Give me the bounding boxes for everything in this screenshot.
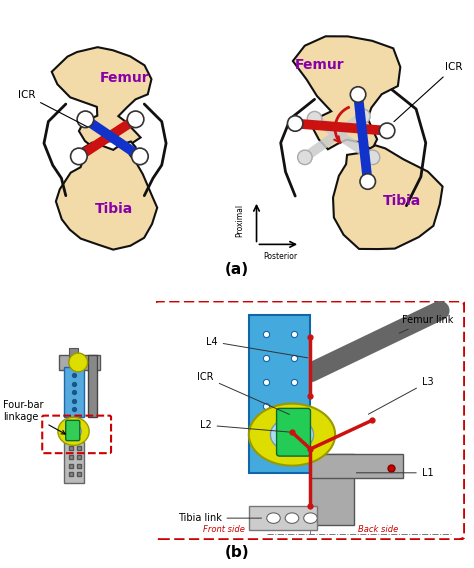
FancyBboxPatch shape bbox=[59, 354, 100, 370]
Text: Femur: Femur bbox=[100, 71, 149, 85]
Circle shape bbox=[307, 111, 322, 126]
Circle shape bbox=[356, 109, 370, 123]
Text: Proximal: Proximal bbox=[235, 204, 244, 237]
FancyBboxPatch shape bbox=[249, 315, 310, 473]
Text: (a): (a) bbox=[225, 262, 249, 277]
Polygon shape bbox=[293, 36, 401, 150]
FancyBboxPatch shape bbox=[277, 408, 310, 456]
Polygon shape bbox=[52, 47, 152, 147]
Circle shape bbox=[360, 174, 375, 189]
FancyBboxPatch shape bbox=[64, 367, 84, 417]
Polygon shape bbox=[56, 141, 157, 249]
FancyBboxPatch shape bbox=[154, 301, 465, 540]
Text: L3: L3 bbox=[368, 377, 433, 414]
Circle shape bbox=[304, 513, 317, 523]
Polygon shape bbox=[69, 353, 88, 372]
Text: Front side: Front side bbox=[203, 525, 245, 534]
Text: ICR: ICR bbox=[18, 90, 87, 127]
Circle shape bbox=[132, 148, 148, 165]
Circle shape bbox=[365, 150, 380, 165]
Circle shape bbox=[77, 111, 94, 128]
Text: Posterior: Posterior bbox=[264, 252, 298, 261]
Circle shape bbox=[285, 513, 299, 523]
Text: L1: L1 bbox=[356, 468, 433, 478]
Text: Tibia: Tibia bbox=[383, 194, 421, 208]
Polygon shape bbox=[66, 424, 82, 438]
Text: Femur link: Femur link bbox=[399, 315, 453, 333]
Text: Back side: Back side bbox=[358, 525, 398, 534]
Circle shape bbox=[298, 150, 312, 165]
FancyBboxPatch shape bbox=[249, 506, 317, 530]
Text: Four-bar
linkage: Four-bar linkage bbox=[3, 400, 65, 434]
FancyBboxPatch shape bbox=[64, 442, 84, 483]
Text: Femur: Femur bbox=[294, 59, 344, 73]
Polygon shape bbox=[58, 417, 89, 445]
Text: L2: L2 bbox=[200, 420, 289, 432]
Polygon shape bbox=[333, 145, 443, 249]
FancyBboxPatch shape bbox=[66, 420, 80, 441]
FancyBboxPatch shape bbox=[310, 454, 354, 525]
Circle shape bbox=[128, 111, 144, 128]
Text: L4: L4 bbox=[206, 337, 308, 358]
Polygon shape bbox=[271, 418, 313, 452]
Circle shape bbox=[287, 116, 303, 131]
Text: Tibia: Tibia bbox=[95, 202, 133, 216]
Text: Tibia link: Tibia link bbox=[178, 513, 262, 523]
Circle shape bbox=[379, 123, 395, 139]
Text: ICR: ICR bbox=[394, 62, 463, 122]
Text: (b): (b) bbox=[225, 545, 249, 559]
Circle shape bbox=[350, 87, 366, 102]
Circle shape bbox=[267, 513, 280, 523]
Polygon shape bbox=[88, 354, 97, 417]
FancyBboxPatch shape bbox=[310, 454, 403, 478]
Polygon shape bbox=[249, 404, 335, 466]
Text: ICR: ICR bbox=[198, 373, 290, 415]
FancyBboxPatch shape bbox=[69, 348, 78, 361]
Circle shape bbox=[71, 148, 87, 165]
